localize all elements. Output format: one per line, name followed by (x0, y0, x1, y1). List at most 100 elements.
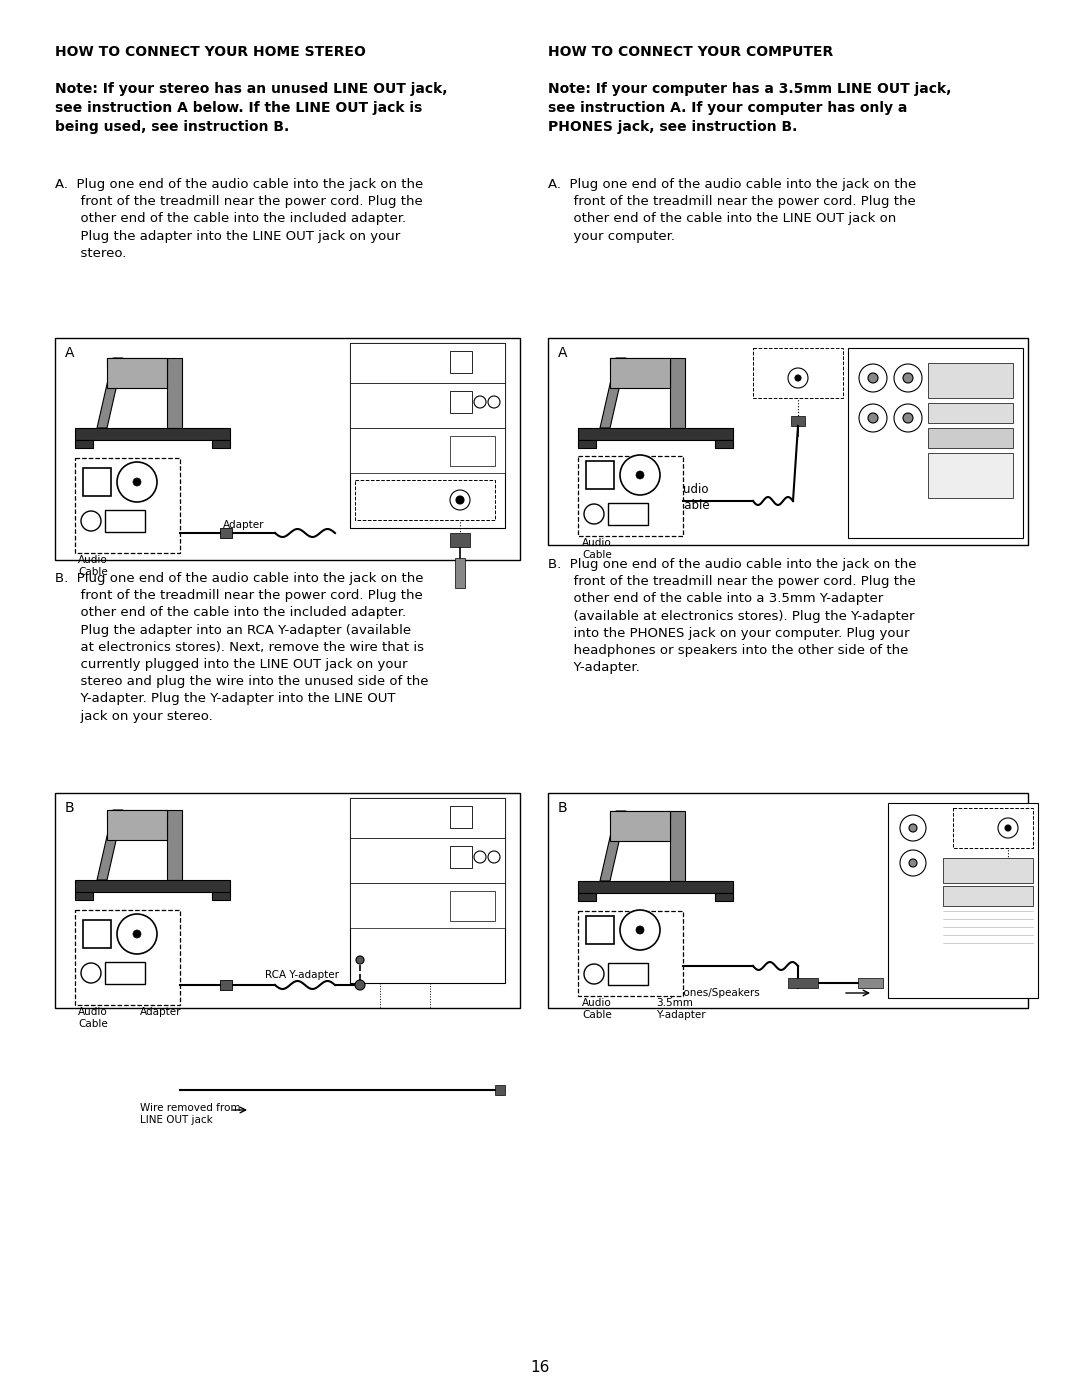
Polygon shape (167, 810, 183, 880)
Circle shape (636, 926, 644, 935)
Bar (83, 921, 111, 949)
Bar (608, 503, 648, 525)
Bar (350, 383, 505, 427)
Text: Wire removed from: Wire removed from (140, 1104, 241, 1113)
Bar (455, 557, 465, 588)
Circle shape (909, 859, 917, 868)
Bar (75, 458, 180, 553)
Text: Audio: Audio (582, 997, 611, 1009)
Bar (495, 1085, 505, 1095)
Circle shape (488, 395, 500, 408)
Circle shape (998, 819, 1018, 838)
Bar (753, 348, 843, 398)
Bar (928, 427, 1013, 448)
Polygon shape (97, 358, 123, 427)
Bar (788, 978, 818, 988)
Bar (450, 351, 472, 373)
Bar (107, 810, 167, 819)
Bar (212, 440, 230, 448)
Bar (107, 810, 167, 840)
Text: Adapter: Adapter (222, 520, 265, 529)
Bar (450, 436, 495, 467)
Text: Y-adapter: Y-adapter (656, 1010, 705, 1020)
Bar (107, 358, 167, 366)
Circle shape (133, 478, 141, 486)
Circle shape (900, 849, 926, 876)
Text: Cable: Cable (78, 567, 108, 577)
Circle shape (474, 851, 486, 863)
Circle shape (868, 373, 878, 383)
Bar (55, 793, 519, 1009)
Text: B: B (558, 800, 568, 814)
Bar (578, 893, 596, 901)
Bar (548, 793, 1028, 1009)
Text: HOW TO CONNECT YOUR COMPUTER: HOW TO CONNECT YOUR COMPUTER (548, 45, 834, 59)
Text: Amp: Amp (355, 886, 379, 895)
Text: LINE OUT: LINE OUT (357, 483, 400, 492)
Circle shape (450, 490, 470, 510)
Text: Audio: Audio (78, 1007, 108, 1017)
Text: A.  Plug one end of the audio cable into the jack on the
      front of the trea: A. Plug one end of the audio cable into … (55, 177, 423, 260)
Bar (715, 440, 733, 448)
Circle shape (81, 963, 102, 983)
Text: 3.5mm: 3.5mm (656, 997, 693, 1009)
Bar (858, 978, 883, 988)
Bar (608, 963, 648, 985)
Bar (75, 893, 93, 900)
Bar (578, 455, 683, 536)
Bar (928, 402, 1013, 423)
Bar (450, 847, 472, 868)
Circle shape (356, 956, 364, 964)
Circle shape (859, 404, 887, 432)
Bar (610, 358, 670, 366)
Bar (350, 344, 505, 383)
Text: A.  Plug one end of the audio cable into the jack on the
      front of the trea: A. Plug one end of the audio cable into … (548, 177, 916, 243)
Circle shape (81, 511, 102, 531)
Circle shape (894, 404, 922, 432)
Circle shape (456, 496, 464, 504)
Circle shape (117, 914, 157, 954)
Bar (220, 528, 232, 538)
Circle shape (909, 824, 917, 833)
Circle shape (788, 367, 808, 388)
Bar (75, 909, 180, 1004)
Bar (578, 911, 683, 996)
Bar (105, 963, 145, 983)
Circle shape (474, 395, 486, 408)
Bar (350, 798, 505, 983)
Polygon shape (670, 358, 685, 427)
Circle shape (620, 455, 660, 495)
Bar (715, 893, 733, 901)
Text: Note: If your stereo has an unused LINE OUT jack,
see instruction A below. If th: Note: If your stereo has an unused LINE … (55, 82, 447, 134)
Bar (212, 893, 230, 900)
Polygon shape (97, 810, 123, 880)
Bar (610, 358, 670, 388)
Text: PHONES: PHONES (956, 812, 991, 820)
Bar (578, 882, 733, 893)
Bar (105, 510, 145, 532)
Circle shape (355, 981, 365, 990)
Bar (586, 916, 615, 944)
Bar (83, 468, 111, 496)
Circle shape (584, 504, 604, 524)
Bar (450, 806, 472, 828)
Bar (55, 338, 519, 560)
Bar (75, 440, 93, 448)
Bar (943, 886, 1032, 907)
Bar (107, 358, 167, 388)
Text: Adapter: Adapter (140, 1007, 181, 1017)
Bar (791, 416, 805, 426)
Bar (355, 481, 495, 520)
Text: RCA Y-adapter: RCA Y-adapter (265, 970, 339, 981)
Polygon shape (670, 812, 685, 882)
Circle shape (903, 373, 913, 383)
Circle shape (903, 414, 913, 423)
Text: VCR: VCR (355, 841, 377, 851)
Bar (75, 427, 230, 440)
Bar (610, 812, 670, 819)
Bar (848, 348, 1023, 538)
Text: B: B (65, 800, 75, 814)
Text: A: A (65, 346, 75, 360)
Bar (928, 453, 1013, 497)
Circle shape (795, 374, 801, 381)
